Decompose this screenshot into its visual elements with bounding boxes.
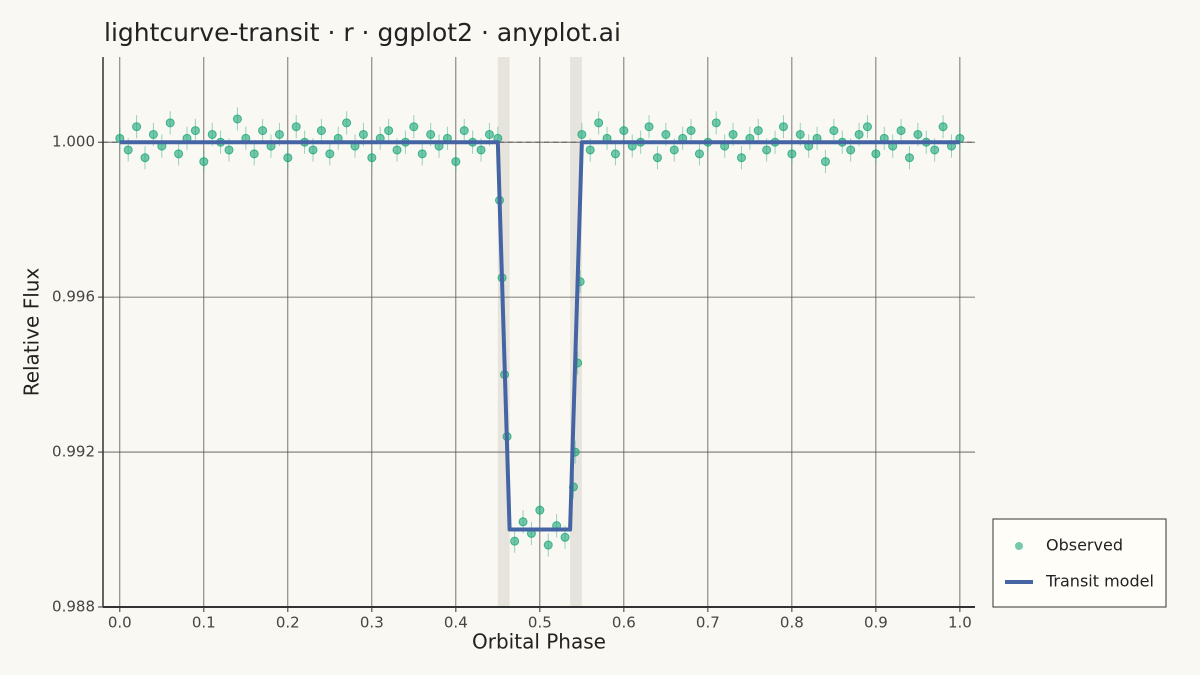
- data-point: [249, 149, 259, 159]
- data-point: [669, 145, 679, 155]
- data-point: [787, 149, 797, 159]
- data-point: [778, 122, 788, 132]
- x-tick-label: 0.9: [864, 614, 888, 632]
- data-point: [904, 153, 914, 163]
- x-tick-label: 0.5: [528, 614, 552, 632]
- data-point: [594, 118, 604, 128]
- data-point: [829, 126, 839, 136]
- data-point: [560, 532, 570, 542]
- data-point: [224, 145, 234, 155]
- y-tick-label: 0.996: [52, 288, 95, 306]
- legend-key: [1015, 542, 1023, 550]
- data-point: [736, 153, 746, 163]
- data-point: [325, 149, 335, 159]
- data-point: [510, 536, 520, 546]
- x-tick-label: 0.0: [108, 614, 132, 632]
- data-point: [274, 129, 284, 139]
- data-point: [753, 126, 763, 136]
- data-point: [846, 145, 856, 155]
- data-point: [358, 129, 368, 139]
- data-point: [661, 129, 671, 139]
- data-point: [451, 157, 461, 167]
- data-point: [543, 540, 553, 550]
- data-point: [140, 153, 150, 163]
- data-point: [199, 157, 209, 167]
- data-point: [728, 129, 738, 139]
- data-point: [820, 157, 830, 167]
- data-point: [484, 129, 494, 139]
- y-tick-label: 0.992: [52, 443, 95, 461]
- data-point: [207, 129, 217, 139]
- legend-label: Observed: [1046, 536, 1123, 555]
- data-point: [174, 149, 184, 159]
- data-point: [619, 126, 629, 136]
- x-tick-label: 0.6: [612, 614, 636, 632]
- data-point: [896, 126, 906, 136]
- data-point: [871, 149, 881, 159]
- data-point: [711, 118, 721, 128]
- plot-area: 0.0 0.1 0.2 0.3 0.4 0.5 0.6 0.7 0.8 0.9 1.0 0.988 0.…: [52, 57, 975, 632]
- data-point: [409, 122, 419, 132]
- data-point: [384, 126, 394, 136]
- x-tick-label: 0.8: [780, 614, 804, 632]
- data-point: [316, 126, 326, 136]
- data-point: [417, 149, 427, 159]
- x-tick-label: 0.7: [696, 614, 720, 632]
- data-point: [476, 145, 486, 155]
- data-point: [367, 153, 377, 163]
- data-point: [854, 129, 864, 139]
- x-tick-label: 0.3: [360, 614, 384, 632]
- legend-label: Transit model: [1045, 572, 1154, 591]
- x-axis-label: Orbital Phase: [472, 630, 606, 654]
- data-point: [132, 122, 142, 132]
- data-point: [392, 145, 402, 155]
- data-point: [308, 145, 318, 155]
- data-point: [258, 126, 268, 136]
- data-point: [694, 149, 704, 159]
- data-point: [913, 129, 923, 139]
- chart-title: lightcurve-transit · r · ggplot2 · anypl…: [104, 18, 621, 47]
- data-point: [644, 122, 654, 132]
- x-tick-label: 0.1: [192, 614, 216, 632]
- x-tick-label: 0.2: [276, 614, 300, 632]
- data-point: [795, 129, 805, 139]
- data-point: [652, 153, 662, 163]
- data-point: [577, 129, 587, 139]
- legend: Observed Transit model: [992, 518, 1167, 608]
- data-point: [938, 122, 948, 132]
- data-point: [610, 149, 620, 159]
- data-point: [123, 145, 133, 155]
- y-axis-label: Relative Flux: [20, 268, 44, 397]
- data-point: [291, 122, 301, 132]
- data-point: [232, 114, 242, 124]
- data-point: [165, 118, 175, 128]
- data-point: [930, 145, 940, 155]
- model-line: [119, 140, 960, 532]
- data-point: [518, 517, 528, 527]
- data-point: [190, 126, 200, 136]
- x-tick-label: 1.0: [948, 614, 972, 632]
- data-point: [762, 145, 772, 155]
- data-point: [585, 145, 595, 155]
- data-point: [535, 505, 545, 515]
- data-point: [283, 153, 293, 163]
- y-tick-label: 0.988: [52, 598, 95, 616]
- y-tick-label: 1.000: [52, 133, 95, 151]
- data-point: [862, 122, 872, 132]
- data-point: [342, 118, 352, 128]
- x-tick-label: 0.4: [444, 614, 468, 632]
- legend-box: [992, 518, 1167, 608]
- data-point: [426, 129, 436, 139]
- data-point: [148, 129, 158, 139]
- data-point: [686, 126, 696, 136]
- data-point: [459, 126, 469, 136]
